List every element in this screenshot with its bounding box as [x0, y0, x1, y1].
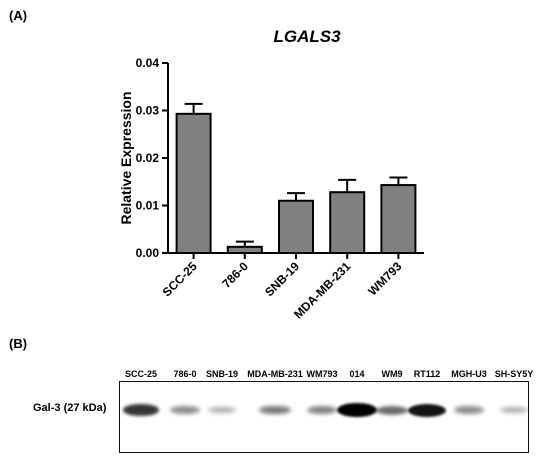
x-tick-label: WM793	[365, 259, 404, 298]
protein-label: Gal-3 (27 kDa)	[33, 402, 107, 414]
bar	[226, 245, 263, 254]
blot-band	[306, 406, 338, 414]
chart-title: LGALS3	[273, 27, 341, 46]
blot-lane-label: SH-SY5Y	[494, 369, 534, 379]
y-tick-label: 0.01	[136, 199, 160, 213]
blot-band	[208, 407, 236, 413]
blot-lane-label: MGH-U3	[451, 369, 487, 379]
y-tick-label: 0.00	[136, 246, 160, 260]
blot-band	[454, 406, 484, 414]
blot-lane-label: WM9	[381, 369, 403, 379]
blot-band	[170, 406, 200, 414]
bar	[329, 191, 366, 254]
blot-lane-label: SCC-25	[124, 369, 158, 379]
bar	[278, 199, 314, 254]
bar	[380, 184, 417, 254]
blot-band	[500, 407, 528, 413]
panel-b-label: (B)	[9, 336, 28, 351]
x-tick-label: SNB-19	[262, 259, 302, 299]
blot-band	[337, 403, 377, 417]
western-blot	[119, 381, 529, 453]
blot-lane-label: WM793	[306, 369, 338, 379]
blot-lane-label: RT112	[413, 369, 441, 379]
bar-chart: LGALS3 Relative Expression 0.00 0.01 0.02 0…	[118, 27, 424, 321]
y-tick-label: 0.03	[136, 104, 160, 118]
y-tick-label: 0.04	[136, 56, 160, 70]
blot-band	[259, 405, 291, 415]
blot-lane-label: 786-0	[173, 369, 197, 379]
panel-a-label: (A)	[9, 8, 28, 23]
bar	[175, 112, 212, 254]
y-tick-label: 0.02	[136, 151, 160, 165]
blot-band	[376, 405, 408, 415]
y-axis-title: Relative Expression	[118, 91, 134, 224]
blot-band	[123, 404, 159, 416]
x-tick-label: 786-0	[219, 259, 251, 291]
blot-band	[407, 403, 447, 417]
blot-lane-label: MDA-MB-231	[247, 369, 303, 379]
x-tick-label: SCC-25	[160, 259, 200, 299]
blot-lane-label: 014	[349, 369, 365, 379]
blot-lane-label: SNB-19	[205, 369, 239, 379]
